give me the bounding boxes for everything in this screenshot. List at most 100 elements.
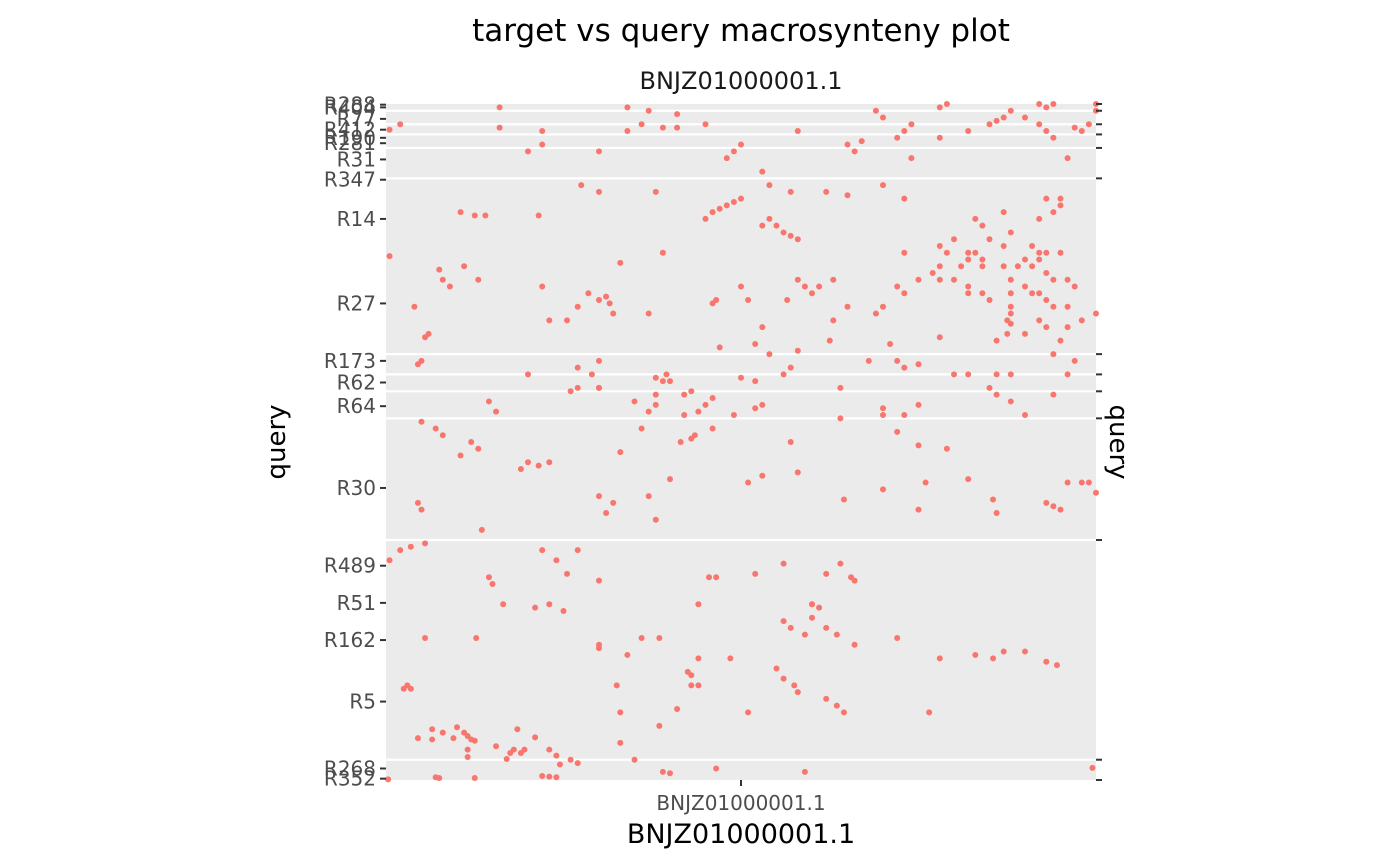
data-point [872,310,879,317]
data-point [1007,303,1014,310]
data-point [1036,290,1043,297]
y-tick-label: R30 [337,476,376,500]
data-point [564,317,571,324]
data-point [1089,764,1096,771]
data-point [833,702,840,709]
data-point [1050,134,1057,141]
x-axis-title: BNJZ01000001.1 [627,819,855,850]
data-point [823,624,830,631]
data-point [1022,411,1028,418]
data-point [809,290,815,297]
data-point [951,276,957,283]
data-point [446,283,453,290]
data-point [979,256,986,263]
y-tick-label: R489 [324,554,376,578]
data-point [759,168,766,175]
data-point [457,452,464,459]
data-point [951,371,957,378]
data-point [1036,215,1043,222]
data-point [936,242,943,249]
data-point [851,148,858,155]
data-point [979,263,986,270]
data-point [1078,128,1085,135]
data-point [525,148,531,155]
data-point [951,236,957,243]
y-tick-label: R77 [337,107,376,131]
data-point [535,462,542,469]
data-point [468,439,475,445]
data-point [965,283,972,290]
data-point [585,290,592,297]
data-point [514,726,521,733]
data-point [610,310,617,317]
data-point [993,509,1000,516]
data-point [738,374,744,381]
data-point [865,357,872,364]
data-point [674,706,681,713]
data-point [787,188,794,195]
data-point [816,283,823,290]
y-tick-label: R412 [324,118,376,142]
data-point [574,303,581,310]
data-point [926,709,933,716]
data-point [915,506,922,513]
data-point [432,425,439,432]
data-point [684,668,691,675]
data-point [929,270,936,276]
data-point [915,442,922,449]
data-point [986,297,993,304]
data-point [638,635,645,642]
data-point [1078,317,1085,324]
data-point [1064,479,1071,486]
data-point [473,635,480,642]
data-point [1000,242,1007,249]
data-point [965,249,972,256]
data-point [674,111,681,118]
data-point [738,141,744,148]
data-point [915,276,922,283]
data-point [1043,499,1050,506]
data-point [617,709,624,716]
data-point [780,229,787,236]
data-point [688,388,695,395]
data-point [397,547,404,554]
data-point [1064,155,1071,162]
data-point [766,182,773,189]
data-point [738,283,744,290]
data-point [702,215,709,222]
data-point [489,580,496,587]
data-point [471,774,478,781]
y-tick-label: R62 [337,371,376,395]
data-point [844,192,851,199]
data-point [915,401,922,408]
data-point [745,709,752,716]
data-point [901,249,908,256]
data-point [386,253,393,260]
data-point [386,557,393,564]
data-point [901,195,908,202]
data-point [645,310,652,317]
y-tick-label: R51 [337,591,376,615]
y-axis-right [1096,103,1102,781]
data-point [1057,337,1064,344]
data-point [659,378,666,385]
data-point [652,188,659,195]
y-tick-label: R162 [324,628,376,652]
data-point [695,408,702,415]
data-point [887,340,894,347]
data-point [574,364,581,371]
data-point [1007,310,1014,317]
data-point [596,577,602,584]
y-tick-label: R5 [349,690,376,714]
data-point [1050,503,1057,510]
data-point [833,631,840,638]
data-point [663,371,670,378]
data-point [894,428,901,435]
data-point [457,209,464,216]
data-point [539,283,546,290]
data-point [1007,371,1014,378]
data-point [830,276,837,283]
data-point [1057,202,1064,209]
data-point [716,344,723,351]
